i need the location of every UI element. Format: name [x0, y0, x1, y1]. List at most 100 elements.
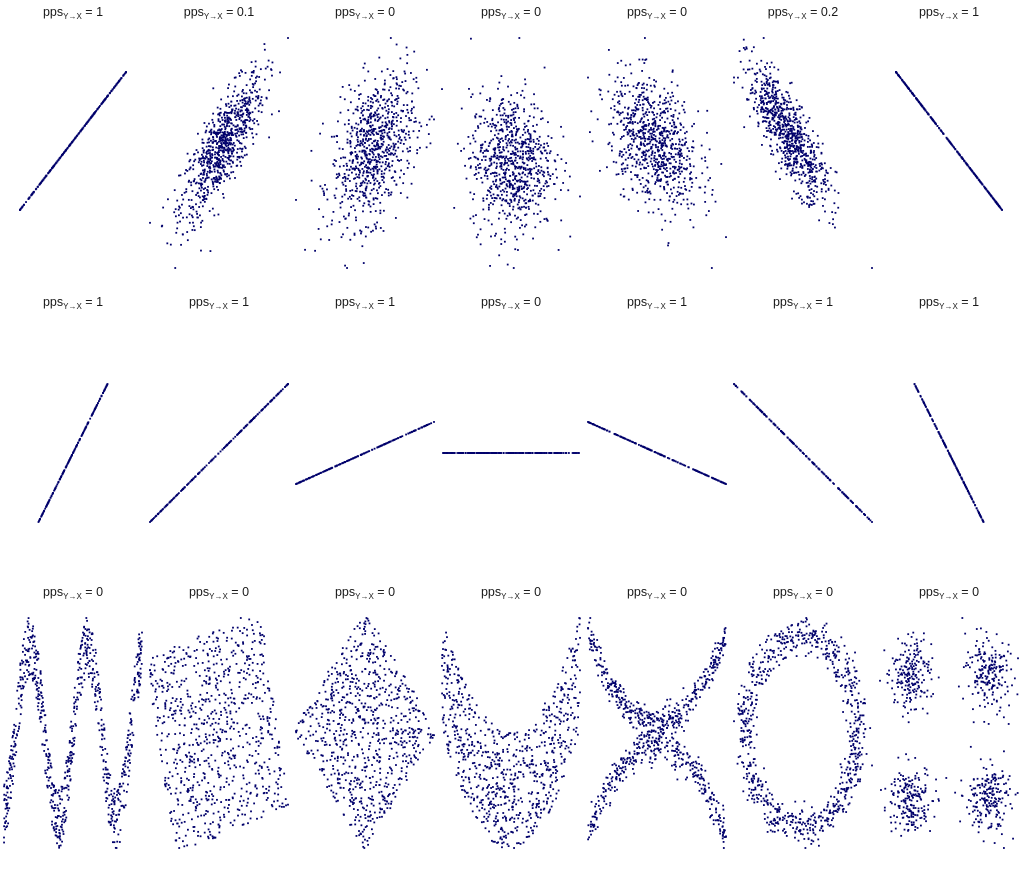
- scatter-point: [487, 206, 490, 209]
- scatter-point: [383, 125, 386, 128]
- scatter-panel: ppsY→X = 0: [584, 0, 730, 290]
- scatter-point: [396, 100, 399, 103]
- scatter-point: [659, 124, 662, 127]
- scatter-point: [788, 143, 791, 146]
- scatter-point: [201, 195, 204, 198]
- scatter-point: [227, 151, 230, 153]
- scatter-point: [393, 145, 396, 147]
- scatter-point: [748, 68, 751, 71]
- scatter-point: [689, 172, 691, 175]
- scatter-point: [392, 77, 395, 79]
- scatter-point: [374, 210, 377, 212]
- scatter-point: [809, 168, 811, 171]
- scatter-point: [395, 78, 398, 81]
- scatter-point: [641, 177, 644, 179]
- scatter-point: [559, 189, 562, 191]
- scatter-point: [373, 144, 376, 147]
- scatter-point: [628, 149, 630, 151]
- scatter-point: [790, 137, 793, 140]
- scatter-point: [498, 173, 501, 176]
- scatter-point: [226, 131, 229, 133]
- scatter-point: [793, 113, 796, 116]
- scatter-point: [217, 120, 220, 122]
- scatter-point: [73, 138, 75, 141]
- scatter-point: [356, 153, 358, 156]
- scatter-point: [821, 197, 824, 199]
- scatter-point: [664, 139, 666, 142]
- scatter-point: [212, 185, 215, 188]
- scatter-point: [771, 97, 774, 100]
- scatter-point: [249, 128, 252, 131]
- scatter-point: [324, 184, 326, 186]
- scatter-point: [518, 187, 521, 190]
- scatter-point: [533, 93, 535, 96]
- scatter-point: [238, 155, 240, 158]
- scatter-point: [783, 128, 785, 131]
- scatter-point: [511, 130, 513, 133]
- scatter-point: [678, 138, 681, 141]
- scatter-point: [202, 169, 204, 172]
- scatter-point: [647, 172, 650, 175]
- scatter-point: [521, 172, 524, 175]
- scatter-point: [216, 131, 219, 134]
- scatter-point: [652, 127, 655, 130]
- scatter-point: [656, 128, 658, 131]
- scatter-point: [699, 186, 702, 189]
- scatter-point: [347, 109, 350, 112]
- scatter-point: [902, 81, 905, 83]
- scatter-point: [790, 174, 793, 177]
- scatter-point: [656, 149, 659, 152]
- scatter-point: [195, 203, 197, 206]
- scatter-point: [251, 128, 254, 130]
- scatter-point: [681, 138, 684, 141]
- scatter-point: [667, 110, 669, 113]
- scatter-point: [176, 227, 179, 230]
- scatter-point: [624, 93, 626, 95]
- scatter-point: [638, 130, 640, 133]
- scatter-point: [749, 92, 752, 95]
- scatter-point: [228, 112, 230, 114]
- scatter-point: [490, 163, 493, 166]
- scatter-point: [786, 124, 789, 127]
- scatter-point: [52, 492, 54, 494]
- scatter-point: [664, 168, 667, 171]
- scatter-point: [676, 201, 679, 204]
- scatter-point: [351, 152, 354, 154]
- scatter-point: [402, 143, 405, 145]
- scatter-point: [216, 142, 219, 145]
- scatter-point: [365, 226, 367, 228]
- scatter-point: [373, 173, 375, 176]
- scatter-point: [529, 133, 532, 136]
- scatter-point: [381, 161, 384, 164]
- scatter-point: [616, 122, 619, 125]
- scatter-point: [477, 125, 479, 128]
- scatter-point: [191, 190, 194, 193]
- scatter-point: [811, 171, 814, 173]
- scatter-point: [822, 183, 825, 185]
- scatter-point: [238, 127, 241, 130]
- scatter-point: [219, 160, 222, 162]
- scatter-point: [212, 138, 215, 141]
- scatter-point: [247, 109, 250, 112]
- scatter-point: [400, 169, 402, 172]
- scatter-point: [198, 157, 201, 160]
- scatter-point: [809, 161, 812, 164]
- pps-value: 1: [972, 5, 980, 19]
- scatter-point: [645, 167, 647, 169]
- scatter-point: [632, 131, 635, 133]
- scatter-point: [193, 160, 196, 163]
- scatter-point: [533, 212, 535, 215]
- scatter-point: [515, 195, 518, 198]
- scatter-point: [502, 156, 504, 159]
- scatter-point: [252, 119, 254, 122]
- scatter-point: [813, 154, 816, 156]
- scatter-point: [91, 114, 94, 117]
- scatter-point: [760, 108, 762, 111]
- scatter-point: [390, 111, 393, 113]
- scatter-point: [368, 144, 371, 147]
- scatter-point: [685, 168, 688, 171]
- scatter-point: [769, 96, 772, 99]
- scatter-point: [640, 118, 643, 121]
- scatter-point: [635, 153, 637, 156]
- scatter-point: [230, 111, 233, 113]
